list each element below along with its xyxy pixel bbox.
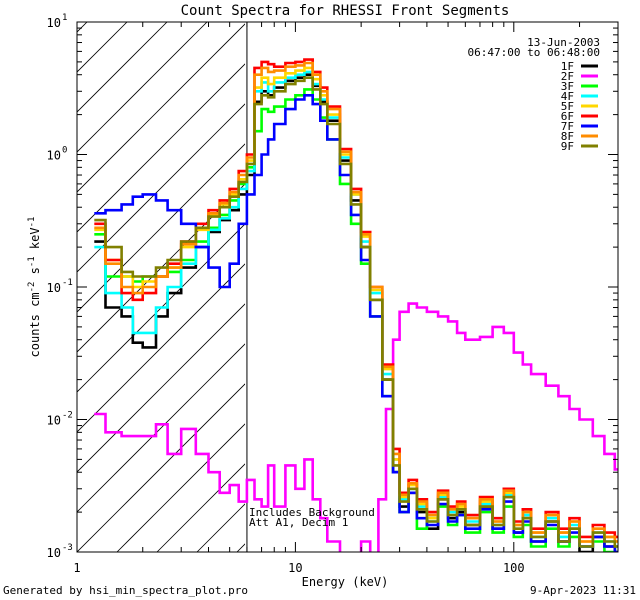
x-tick-label: 100 <box>503 561 525 575</box>
hatch-line <box>277 0 640 552</box>
legend-label-9f: 9F <box>561 140 574 153</box>
y-tick-label-exponent: 0 <box>62 146 67 156</box>
hatch-line <box>77 22 168 113</box>
hatch-line <box>77 303 245 473</box>
x-tick-label: 10 <box>288 561 302 575</box>
hatched-region <box>77 0 640 552</box>
series-line-2f <box>94 302 618 552</box>
footer-timestamp: 9-Apr-2023 11:31 <box>530 584 636 597</box>
series-line-3f <box>94 88 618 552</box>
hatch-line <box>236 543 245 552</box>
y-tick-label-exponent: -3 <box>62 543 73 553</box>
series-line-9f <box>94 76 618 548</box>
hatch-line <box>77 183 245 353</box>
legend-label-4f: 4F <box>561 90 574 103</box>
legend-label-3f: 3F <box>561 80 574 93</box>
legend-label-7f: 7F <box>561 120 574 133</box>
hatch-line <box>77 23 245 193</box>
series-line-8f <box>94 61 618 543</box>
observation-date: 13-Jun-2003 <box>527 36 600 49</box>
series-line-4f <box>94 70 618 548</box>
y-tick-label-exponent: -2 <box>62 411 73 421</box>
svg-text:counts cm-2 s-1 keV-1: counts cm-2 s-1 keV-1 <box>27 217 42 358</box>
plot-frame <box>76 21 619 553</box>
y-tick-label: 10 <box>47 281 61 295</box>
y-axis-label: counts cm-2 s-1 keV-1 <box>27 217 42 358</box>
series-layer <box>94 58 618 552</box>
hatch-line <box>77 22 128 73</box>
series-line-1f <box>94 73 618 552</box>
hatch-line <box>77 343 245 513</box>
hatch-line <box>77 22 208 153</box>
legend-label-5f: 5F <box>561 100 574 113</box>
hatch-line <box>77 143 245 313</box>
hatch-line <box>77 383 245 552</box>
y-tick-label: 10 <box>47 414 61 428</box>
hatch-line <box>77 223 245 393</box>
x-axis-label: Energy (keV) <box>302 575 389 589</box>
x-tick-label: 1 <box>73 561 80 575</box>
series-line-5f <box>94 66 618 543</box>
y-tick-label: 10 <box>47 546 61 560</box>
legend-label-1f: 1F <box>561 60 574 73</box>
hatch-line <box>77 103 245 273</box>
footer-generated-by: Generated by hsi_min_spectra_plot.pro <box>3 584 248 597</box>
series-line-6f <box>94 58 618 539</box>
attenuator-note: Att A1, Decim 1 <box>249 516 348 529</box>
chart-title: Count Spectra for RHESSI Front Segments <box>181 3 510 19</box>
y-tick-label: 10 <box>47 16 61 30</box>
legend-label-8f: 8F <box>561 130 574 143</box>
y-tick-label: 10 <box>47 149 61 163</box>
observation-time-range: 06:47:00 to 06:48:00 <box>468 46 600 59</box>
legend-label-6f: 6F <box>561 110 574 123</box>
series-line-7f <box>94 94 618 552</box>
y-tick-label-exponent: 1 <box>62 13 67 23</box>
hatch-line <box>116 423 245 552</box>
background-note: Includes Background <box>249 506 375 519</box>
legend-label-2f: 2F <box>561 70 574 83</box>
y-tick-label-exponent: -1 <box>62 278 73 288</box>
axis-ticks <box>76 21 619 553</box>
